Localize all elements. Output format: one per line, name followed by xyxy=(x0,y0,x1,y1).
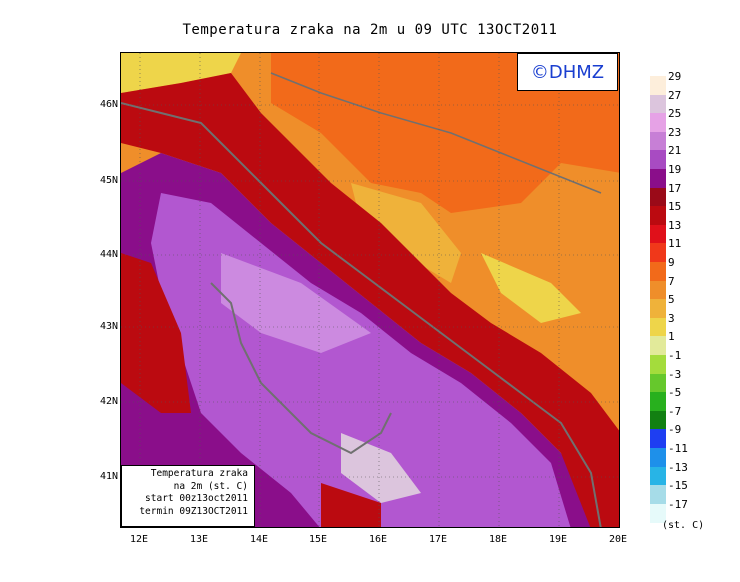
pannonian-warm-zone xyxy=(271,53,619,213)
legend-label: -11 xyxy=(668,442,688,455)
coastal-warm-belt xyxy=(121,73,619,527)
border-line xyxy=(270,72,602,194)
legend-label: 17 xyxy=(668,181,682,195)
legend-label: 11 xyxy=(668,237,682,251)
western-coastline xyxy=(210,282,392,455)
alpine-cool-zone xyxy=(121,53,241,93)
legend-label: -3 xyxy=(668,367,682,381)
dhmz-watermark: ©DHMZ xyxy=(517,53,618,91)
legend-label: 5 xyxy=(668,293,675,307)
sea-pale-zone xyxy=(221,253,371,353)
legend-label: -15 xyxy=(668,479,688,493)
lon-label: 15E xyxy=(308,534,328,545)
legend-swatch xyxy=(650,169,666,188)
legend-label: -7 xyxy=(668,404,682,418)
legend-label: 7 xyxy=(668,274,675,288)
graticule xyxy=(121,53,619,527)
legend-swatch xyxy=(650,373,666,393)
info-box: Temperatura zraka na 2m (st. C) start 00… xyxy=(121,465,255,527)
legend-swatch xyxy=(650,206,666,226)
info-line: Temperatura zraka xyxy=(150,468,248,479)
italy-warm-coast xyxy=(121,253,191,413)
legend-label: -13 xyxy=(668,460,688,474)
lon-label: 18E xyxy=(488,534,508,545)
lon-label: 20E xyxy=(608,534,628,545)
lon-label: 16E xyxy=(368,534,388,545)
legend-swatch xyxy=(650,243,666,263)
temperature-map xyxy=(120,52,620,528)
legend-swatch xyxy=(650,131,666,151)
legend-label: -5 xyxy=(668,386,682,400)
legend-swatch xyxy=(650,187,666,207)
legend-label: -1 xyxy=(668,349,682,362)
lon-label: 17E xyxy=(428,534,448,545)
legend-swatch xyxy=(650,448,666,467)
legend-label: -9 xyxy=(668,423,682,437)
legend-label: 9 xyxy=(668,256,675,269)
map-canvas xyxy=(121,53,619,527)
lat-label: 43N xyxy=(99,321,118,332)
legend-swatch xyxy=(650,262,666,281)
lat-label: 42N xyxy=(99,396,118,407)
italy-warm-south xyxy=(321,483,381,527)
legend-label: 25 xyxy=(668,107,682,121)
lat-label: 41N xyxy=(99,471,118,482)
legend-label: 19 xyxy=(668,163,682,176)
mountain-patch-east xyxy=(481,253,581,323)
legend-swatch xyxy=(650,94,666,114)
legend-label: 13 xyxy=(668,218,682,232)
legend-swatch xyxy=(650,113,666,133)
legend-label: 21 xyxy=(668,144,682,158)
legend-swatch xyxy=(650,355,666,374)
legend-label: 27 xyxy=(668,88,682,102)
info-line: start 00z13oct2011 xyxy=(145,493,248,504)
lat-label: 44N xyxy=(99,249,118,260)
map-title: Temperatura zraka na 2m u 09 UTC 13OCT20… xyxy=(182,22,558,38)
legend-swatch xyxy=(650,429,666,449)
legend-swatch xyxy=(650,485,666,505)
eastern-coastline xyxy=(121,102,602,527)
legend-label: 15 xyxy=(668,200,682,214)
lat-label: 45N xyxy=(99,175,118,186)
legend-swatch xyxy=(650,410,666,430)
legend-label: 3 xyxy=(668,311,675,325)
lon-label: 19E xyxy=(548,534,568,545)
legend-swatch xyxy=(650,280,666,300)
legend-label: -17 xyxy=(668,497,688,511)
lon-label: 13E xyxy=(189,534,209,545)
legend-label: 29 xyxy=(668,70,682,83)
legend-swatch xyxy=(650,336,666,356)
legend-swatch xyxy=(650,466,666,486)
legend-swatch xyxy=(650,392,666,412)
lat-label: 46N xyxy=(99,99,118,110)
legend-units: (st. C) xyxy=(662,520,705,531)
legend-swatch xyxy=(650,503,666,523)
legend-swatch xyxy=(650,317,666,337)
lon-label: 12E xyxy=(129,534,149,545)
legend-swatch xyxy=(650,150,666,170)
dinaric-mountain-zone xyxy=(351,183,461,283)
sea-pale-south xyxy=(341,433,421,503)
legend-label: 23 xyxy=(668,125,682,139)
legend-swatch xyxy=(650,76,666,95)
info-line: na 2m (st. C) xyxy=(173,480,248,492)
lon-label: 14E xyxy=(249,534,269,545)
legend-swatch xyxy=(650,299,666,319)
legend-swatch xyxy=(650,224,666,244)
legend-label: 1 xyxy=(668,330,675,344)
info-line: termin 09Z13OCT2011 xyxy=(139,505,248,517)
